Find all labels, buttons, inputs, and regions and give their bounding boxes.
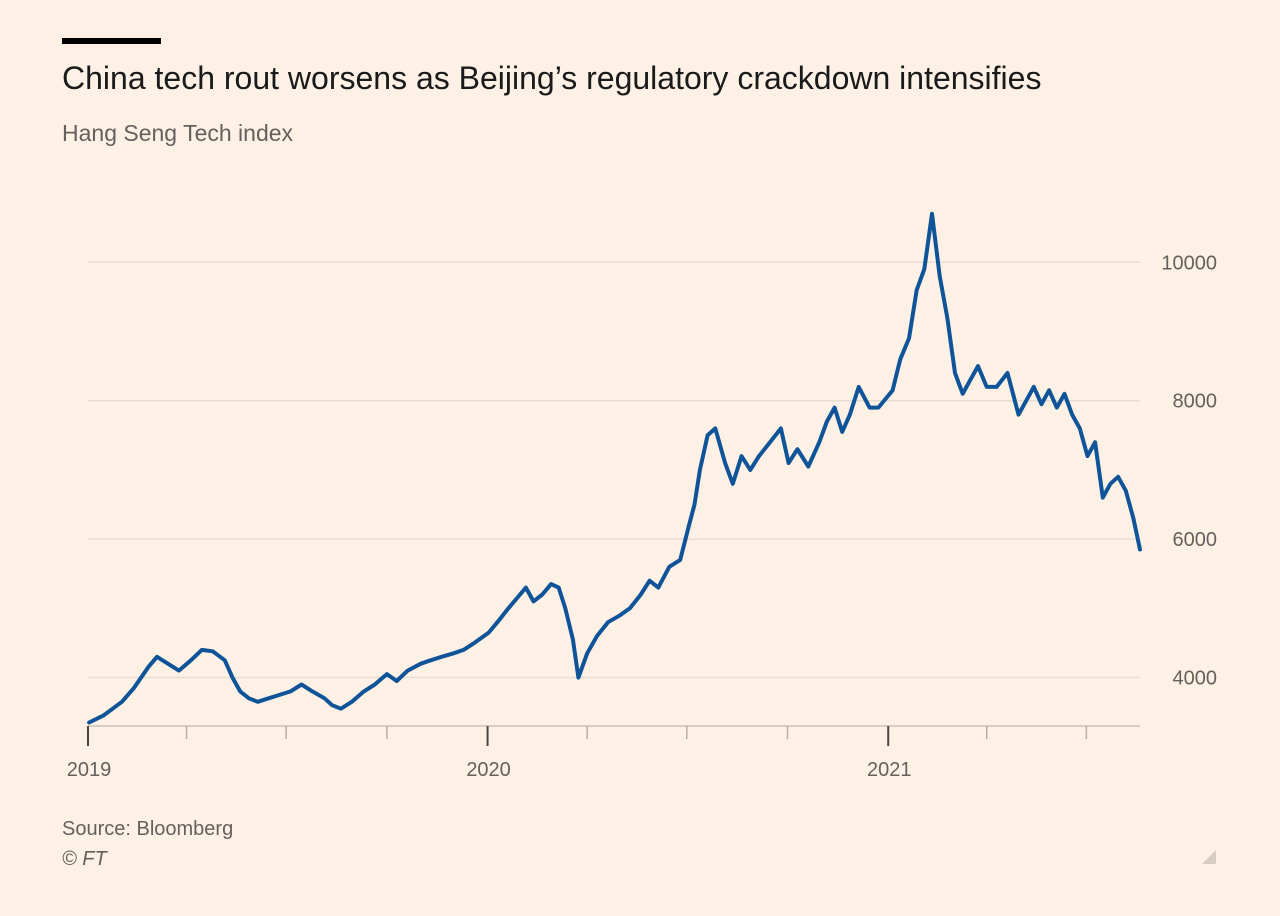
chart-subtitle: Hang Seng Tech index [62, 120, 294, 146]
resize-grip-icon[interactable] [1200, 848, 1218, 866]
copyright-note: © FT [62, 848, 107, 870]
y-tick-label: 6000 [1173, 529, 1218, 551]
y-tick-label: 8000 [1173, 391, 1218, 413]
y-tick-label: 10000 [1161, 252, 1217, 274]
chart-title: China tech rout worsens as Beijing’s reg… [62, 60, 1042, 96]
x-tick-label: 2019 [67, 759, 112, 781]
x-tick-label: 2021 [867, 759, 912, 781]
series-line [87, 211, 1142, 725]
source-note: Source: Bloomberg [62, 818, 234, 840]
header-rule [62, 38, 161, 44]
x-tick-label: 2020 [466, 759, 511, 781]
y-tick-label: 4000 [1173, 668, 1218, 690]
